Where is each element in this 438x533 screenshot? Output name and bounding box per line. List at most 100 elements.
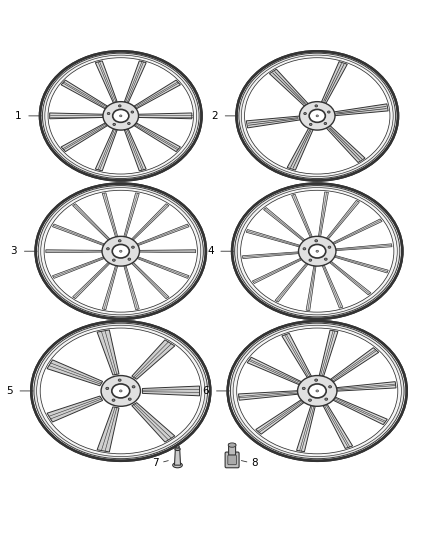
Ellipse shape — [131, 111, 134, 113]
Ellipse shape — [328, 246, 331, 248]
Polygon shape — [46, 250, 102, 253]
Ellipse shape — [297, 376, 337, 406]
Ellipse shape — [176, 446, 179, 448]
Text: 5: 5 — [6, 386, 13, 396]
Ellipse shape — [31, 321, 210, 461]
Ellipse shape — [128, 258, 131, 260]
Polygon shape — [323, 405, 353, 448]
Ellipse shape — [175, 448, 180, 450]
Ellipse shape — [48, 58, 194, 174]
Polygon shape — [95, 61, 117, 103]
Ellipse shape — [228, 321, 407, 461]
Ellipse shape — [309, 245, 326, 258]
Ellipse shape — [316, 250, 318, 252]
Polygon shape — [246, 116, 300, 128]
Text: 6: 6 — [203, 386, 209, 396]
Polygon shape — [252, 258, 302, 284]
Ellipse shape — [240, 190, 394, 312]
Polygon shape — [138, 113, 192, 119]
Polygon shape — [124, 265, 139, 310]
Ellipse shape — [131, 246, 134, 248]
Ellipse shape — [309, 109, 325, 123]
Polygon shape — [53, 257, 104, 278]
Ellipse shape — [237, 188, 397, 315]
Ellipse shape — [128, 398, 131, 400]
Polygon shape — [137, 224, 189, 246]
Ellipse shape — [304, 112, 306, 115]
Polygon shape — [292, 195, 312, 237]
Polygon shape — [243, 252, 299, 259]
Polygon shape — [337, 382, 396, 391]
Ellipse shape — [35, 183, 206, 319]
Polygon shape — [61, 123, 108, 152]
Ellipse shape — [106, 387, 109, 390]
Ellipse shape — [106, 248, 110, 250]
Polygon shape — [124, 61, 146, 103]
Ellipse shape — [237, 51, 398, 181]
Ellipse shape — [241, 55, 393, 176]
Ellipse shape — [173, 463, 182, 468]
Ellipse shape — [328, 386, 332, 388]
Polygon shape — [137, 257, 189, 278]
Ellipse shape — [325, 258, 327, 260]
Polygon shape — [47, 396, 102, 422]
Text: 1: 1 — [15, 111, 21, 121]
Ellipse shape — [112, 245, 129, 258]
Polygon shape — [102, 193, 118, 237]
Polygon shape — [95, 129, 117, 171]
Polygon shape — [319, 330, 338, 376]
Polygon shape — [335, 104, 388, 116]
Polygon shape — [102, 265, 118, 310]
Ellipse shape — [120, 390, 122, 392]
Text: 7: 7 — [152, 458, 159, 469]
Ellipse shape — [230, 323, 404, 459]
Ellipse shape — [309, 259, 312, 261]
Polygon shape — [306, 266, 316, 311]
FancyBboxPatch shape — [228, 455, 237, 465]
Ellipse shape — [328, 111, 330, 113]
Ellipse shape — [316, 115, 318, 117]
Ellipse shape — [309, 123, 312, 125]
Polygon shape — [142, 386, 200, 396]
Ellipse shape — [316, 390, 318, 392]
Ellipse shape — [118, 379, 121, 381]
Polygon shape — [275, 263, 308, 302]
Ellipse shape — [103, 102, 138, 130]
Polygon shape — [124, 129, 146, 171]
Ellipse shape — [112, 399, 115, 401]
Polygon shape — [134, 80, 180, 109]
Polygon shape — [335, 255, 389, 273]
Polygon shape — [333, 397, 387, 425]
Polygon shape — [318, 192, 328, 237]
Ellipse shape — [232, 183, 403, 319]
Polygon shape — [73, 262, 110, 298]
Ellipse shape — [237, 328, 398, 454]
Ellipse shape — [233, 325, 401, 457]
Ellipse shape — [113, 123, 116, 125]
Ellipse shape — [41, 188, 201, 315]
Polygon shape — [322, 265, 343, 308]
Polygon shape — [174, 449, 180, 465]
Polygon shape — [287, 128, 313, 170]
Ellipse shape — [113, 109, 129, 123]
Polygon shape — [336, 244, 392, 251]
Text: 3: 3 — [11, 246, 17, 256]
Polygon shape — [97, 407, 119, 452]
Ellipse shape — [324, 123, 327, 125]
Polygon shape — [332, 219, 382, 244]
Ellipse shape — [308, 384, 326, 398]
Polygon shape — [139, 250, 196, 253]
Text: 4: 4 — [207, 246, 214, 256]
Polygon shape — [269, 69, 308, 106]
Ellipse shape — [34, 323, 208, 459]
Ellipse shape — [119, 105, 121, 107]
Text: 8: 8 — [251, 458, 258, 469]
Ellipse shape — [120, 115, 122, 117]
Polygon shape — [326, 200, 360, 239]
Polygon shape — [61, 80, 108, 109]
Polygon shape — [134, 123, 180, 152]
Ellipse shape — [315, 105, 318, 107]
Polygon shape — [282, 334, 311, 377]
Polygon shape — [49, 113, 103, 119]
Ellipse shape — [118, 240, 121, 242]
